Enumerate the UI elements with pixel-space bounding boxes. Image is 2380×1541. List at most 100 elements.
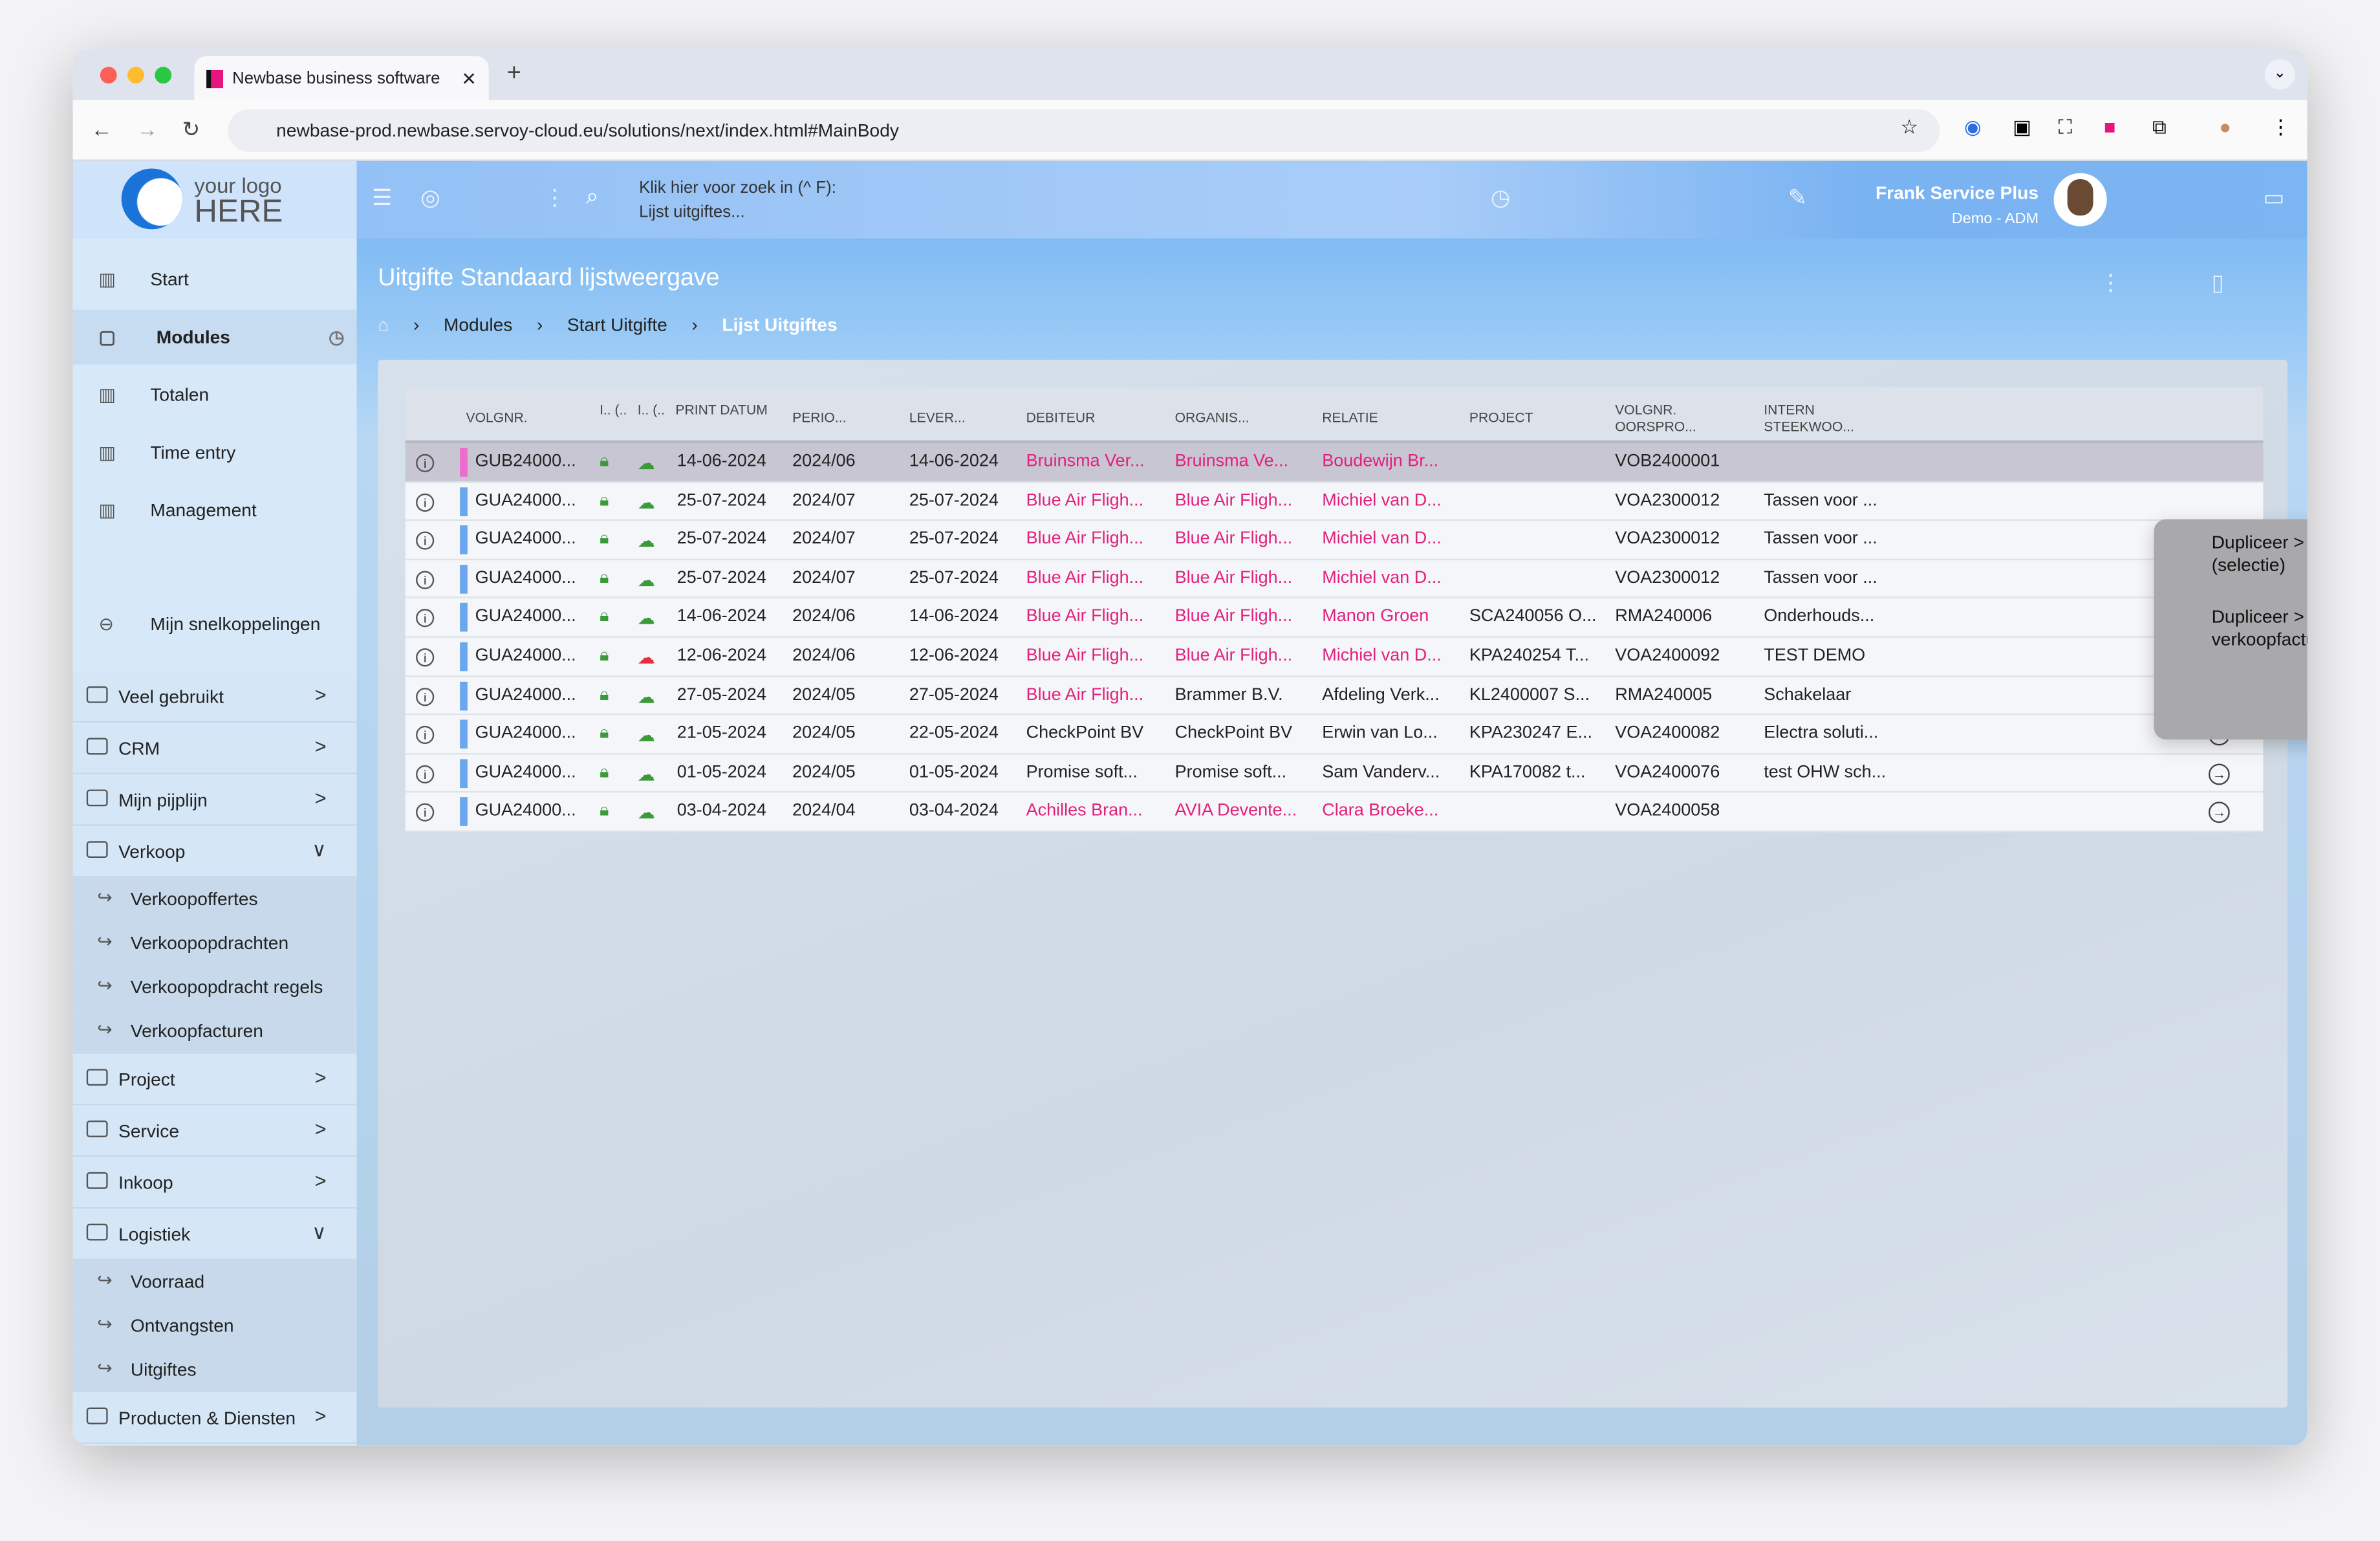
more-vertical-icon[interactable]: ⋮ [2099,270,2123,296]
more-vertical-icon[interactable]: ⋮ [543,185,567,212]
column-header-project[interactable]: PROJECT [1469,410,1533,426]
column-header-periode[interactable]: PERIO... [792,410,847,426]
column-header-intern-steekwoord[interactable]: INTERN STEEKWOO... [1764,402,1854,435]
column-header-status-2[interactable]: I.. (.. [637,402,665,418]
compass-icon[interactable]: ◎ [420,185,440,212]
sub-verkoopopdracht-regels[interactable]: ↪ Verkoopopdracht regels [72,965,357,1010]
history-icon[interactable]: ◷ [329,326,345,348]
column-header-volgnr-oorspronkelijk[interactable]: VOLGNR. OORSPRO... [1615,402,1696,435]
table-row[interactable]: i 🔒︎ ☁ GUA24000... 21-05-2024 2024/05 22-05-20… [405,715,2264,754]
cell-relatie[interactable]: Michiel van D... [1322,530,1442,549]
cell-debiteur[interactable]: Blue Air Fligh... [1026,569,1144,587]
sub-ontvangsten[interactable]: ↪ Ontvangsten [72,1304,357,1349]
cell-debiteur[interactable]: Achilles Bran... [1026,802,1143,821]
edit-icon[interactable]: ✎ [1788,185,1808,212]
column-header-debiteur[interactable]: DEBITEUR [1026,410,1096,426]
table-row[interactable]: i 🔒︎ ☁ GUA24000... 14-06-2024 2024/06 14-06-20… [405,598,2264,638]
sidebar-item-management[interactable]: ▥ Management [73,483,357,537]
sidebar-item-time-entry[interactable]: ▥ Time entry [73,425,357,479]
timer-icon[interactable]: ◷ [1490,185,1511,212]
user-info[interactable]: Frank Service Plus Demo - ADM [1773,182,2039,231]
info-icon[interactable]: i [416,570,435,589]
table-row[interactable]: i 🔒︎ ☁ GUA24000... 25-07-2024 2024/07 25-07-20… [405,560,2264,599]
sidebar-item-totalen[interactable]: ▥ Totalen [73,367,357,422]
screenshot-icon[interactable]: ⛶ [2058,115,2072,138]
menu-list-icon[interactable]: ☰ [372,185,393,212]
sub-verkoopopdrachten[interactable]: ↪ Verkoopopdrachten [72,921,357,966]
folder-verkoop[interactable]: Verkoop ∨ [72,827,357,878]
info-icon[interactable]: i [416,765,435,783]
info-icon[interactable]: i [416,687,435,706]
column-header-organisatie[interactable]: ORGANIS... [1174,410,1250,426]
reload-icon[interactable]: ↻ [182,116,200,142]
table-row[interactable]: i 🔒︎ ☁ GUA24000... 01-05-2024 2024/05 01-05-20… [405,754,2264,793]
minimize-window-button[interactable] [127,67,144,84]
extension-icon[interactable]: ▣ [2013,115,2031,138]
info-icon[interactable]: i [416,726,435,745]
cell-relatie[interactable]: Michiel van D... [1322,491,1442,510]
sidebar-shortcuts[interactable]: ⊖ Mijn snelkoppelingen [73,596,357,651]
cell-relatie[interactable]: Manon Groen [1322,607,1429,626]
sub-verkoopfacturen[interactable]: ↪ Verkoopfacturen [72,1009,357,1054]
column-header-relatie[interactable]: RELATIE [1322,410,1378,426]
copy-icon[interactable]: ▯ [2211,270,2224,296]
tab-search-button[interactable]: ⌄ [2264,59,2295,90]
info-icon[interactable]: i [416,803,435,822]
table-row[interactable]: i 🔒︎ ☁ GUA24000... 03-04-2024 2024/04 03-04-20… [405,792,2264,833]
info-icon[interactable]: i [416,492,435,511]
cell-debiteur[interactable]: Bruinsma Ver... [1026,452,1145,471]
cell-debiteur[interactable]: Blue Air Fligh... [1026,530,1144,549]
new-tab-button[interactable]: + [506,60,521,87]
column-header-print-datum[interactable]: PRINT DATUM [675,402,768,418]
table-row[interactable]: i 🔒︎ ☁ GUA24000... 27-05-2024 2024/05 27-05-20… [405,676,2264,716]
open-record-arrow-icon[interactable]: → [2208,802,2230,824]
forward-icon[interactable]: → [136,116,158,142]
url-field[interactable]: newbase-prod.newbase.servoy-cloud.eu/sol… [228,109,1940,152]
column-header-levering[interactable]: LEVER... [909,410,966,426]
menu-item-duplicate-invoice-lines[interactable]: Dupliceer > te verzamelen verkoopfactuur… [2211,606,2308,650]
browser-tab[interactable]: Newbase business software ✕ [194,56,489,100]
menu-item-duplicate-invoices[interactable]: Dupliceer > verkoopfacturen (selectie) [2211,531,2308,576]
folder-project[interactable]: Project > [72,1055,357,1106]
cell-debiteur[interactable]: Blue Air Fligh... [1026,685,1144,704]
bookmark-star-icon[interactable]: ☆ [1900,115,1918,138]
folder-veel-gebruikt[interactable]: Veel gebruikt > [72,672,357,723]
table-row[interactable]: i 🔒︎ ☁ GUA24000... 25-07-2024 2024/07 25-07-20… [405,482,2264,521]
cell-organisatie[interactable]: Blue Air Fligh... [1174,530,1293,549]
panel-toggle-icon[interactable]: ▭ [2263,185,2285,212]
cell-organisatie[interactable]: Blue Air Fligh... [1174,607,1293,626]
cell-organisatie[interactable]: Bruinsma Ve... [1174,452,1289,471]
profile-avatar-icon[interactable]: ● [2219,115,2231,138]
folder-mijn-pijplijn[interactable]: Mijn pijplijn > [72,776,357,826]
table-row[interactable]: i 🔒︎ ☁ GUB24000... 14-06-2024 2024/06 14-06-20… [405,443,2264,483]
cell-organisatie[interactable]: Blue Air Fligh... [1174,569,1293,587]
cell-organisatie[interactable]: Blue Air Fligh... [1174,646,1293,665]
sub-uitgiftes[interactable]: ↪ Uitgiftes [72,1348,357,1393]
maximize-window-button[interactable] [155,67,172,84]
sidebar-item-start[interactable]: ▥ Start [73,252,357,307]
cell-relatie[interactable]: Michiel van D... [1322,569,1442,587]
info-icon[interactable]: i [416,648,435,667]
password-extension-icon[interactable]: ◉ [1964,115,1982,138]
folder-service[interactable]: Service > [72,1106,357,1157]
cell-relatie[interactable]: Clara Broeke... [1322,802,1439,821]
info-icon[interactable]: i [416,531,435,551]
search-field[interactable]: Klik hier voor zoek in (^ F): Lijst uitgi… [639,176,836,224]
close-tab-icon[interactable]: ✕ [461,67,477,89]
folder-inkoop[interactable]: Inkoop > [72,1158,357,1209]
extensions-puzzle-icon[interactable]: ⧉ [2152,115,2167,138]
info-icon[interactable]: i [416,609,435,628]
table-row[interactable]: i 🔒︎ ☁ GUA24000... 12-06-2024 2024/06 12-06-20… [405,637,2264,677]
info-icon[interactable]: i [416,454,435,472]
table-row[interactable]: i 🔒︎ ☁ GUA24000... 25-07-2024 2024/07 25-07-20… [405,521,2264,560]
cell-organisatie[interactable]: Blue Air Fligh... [1174,491,1293,510]
cell-debiteur[interactable]: Blue Air Fligh... [1026,607,1144,626]
browser-menu-icon[interactable]: ⋮ [2271,115,2291,138]
cell-relatie[interactable]: Michiel van D... [1322,646,1442,665]
cell-organisatie[interactable]: AVIA Devente... [1174,802,1297,821]
open-record-arrow-icon[interactable]: → [2208,763,2230,785]
folder-crm[interactable]: CRM > [72,724,357,774]
column-header-volgnr[interactable]: VOLGNR. [466,410,528,426]
sub-voorraad[interactable]: ↪ Voorraad [72,1260,357,1305]
folder-producten-diensten[interactable]: Producten & Diensten > [72,1393,357,1444]
